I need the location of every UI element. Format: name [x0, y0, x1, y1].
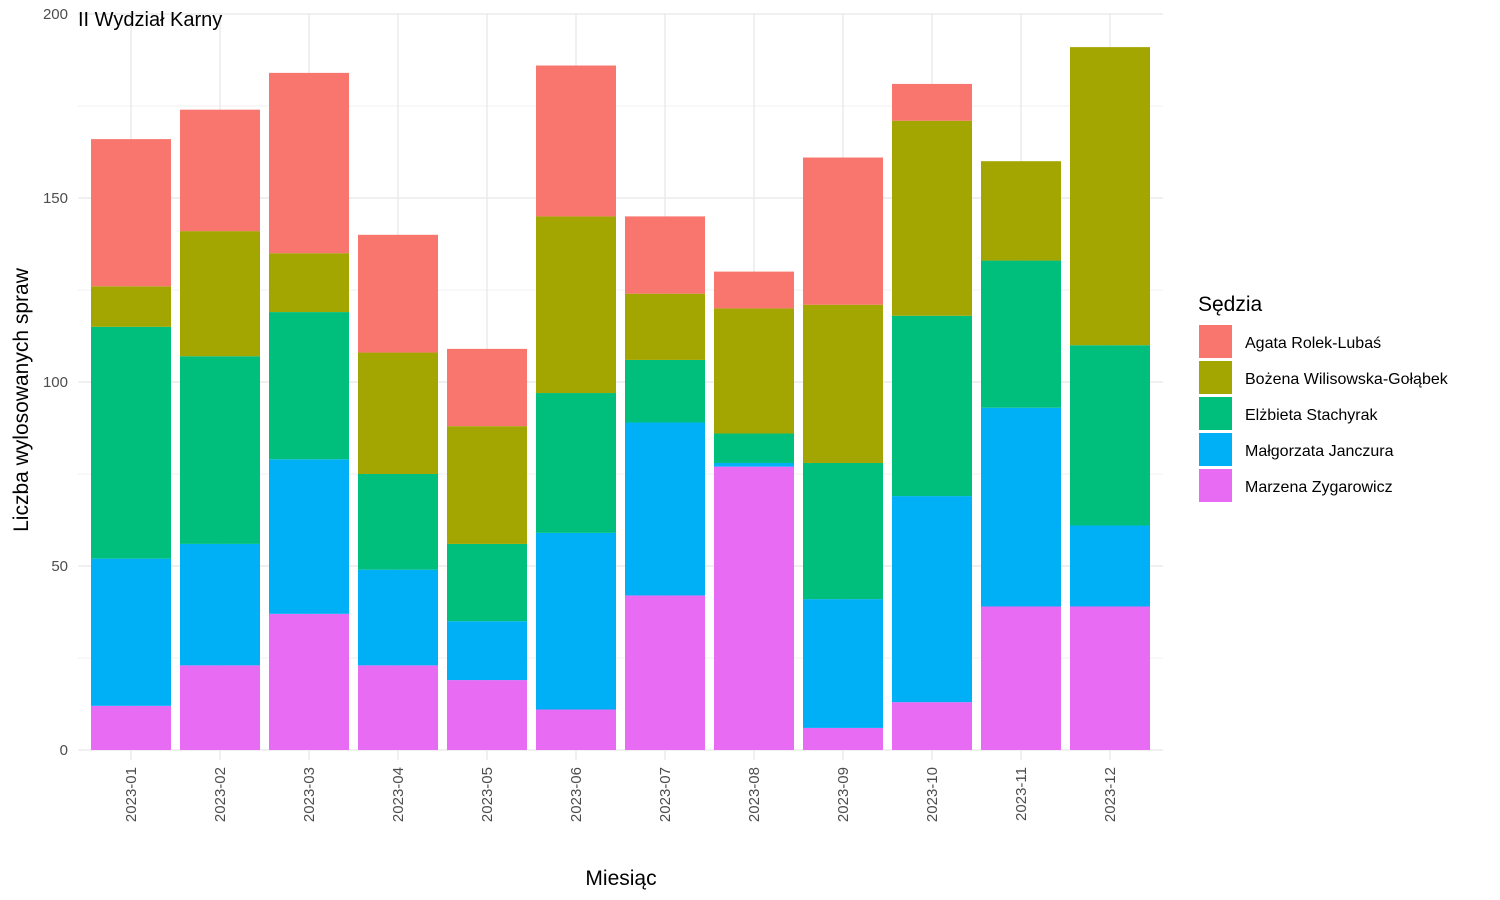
bar-segment — [892, 120, 972, 316]
x-tick-label: 2023-01 — [123, 767, 140, 822]
x-tick-label: 2023-08 — [746, 767, 763, 822]
legend-swatch — [1199, 361, 1232, 394]
bar-segment — [625, 359, 705, 423]
bar-segment — [358, 569, 438, 666]
x-tick-label: 2023-12 — [1102, 767, 1119, 822]
x-tick-label: 2023-11 — [1013, 767, 1030, 821]
bar-segment — [180, 109, 260, 232]
legend-swatch — [1199, 469, 1232, 502]
chart-title: II Wydział Karny — [78, 9, 222, 31]
bar-segment — [892, 83, 972, 121]
legend-label: Agata Rolek-Lubaś — [1245, 335, 1381, 352]
y-tick-label: 200 — [43, 6, 68, 23]
bar-segment — [803, 599, 883, 728]
bar-segment — [447, 621, 527, 681]
bar-segment — [447, 426, 527, 544]
bar-segment — [91, 326, 171, 559]
legend-label: Bożena Wilisowska-Gołąbek — [1245, 371, 1449, 388]
bar-segment — [447, 543, 527, 622]
bar-segment — [358, 665, 438, 750]
x-tick-label: 2023-06 — [568, 767, 585, 822]
y-axis: 0 50 100 150 200 — [43, 6, 68, 759]
bar-segment — [714, 433, 794, 463]
bar-segment — [180, 543, 260, 666]
bar-segment — [91, 286, 171, 327]
bar-segment — [358, 234, 438, 353]
bar-segment — [1070, 47, 1150, 346]
bar-segment — [269, 312, 349, 460]
bar-segment — [180, 231, 260, 357]
bar-segment — [981, 161, 1061, 261]
bar-segment — [714, 271, 794, 309]
bar-segment — [358, 474, 438, 570]
bar-segment — [981, 407, 1061, 607]
y-tick-label: 100 — [43, 374, 68, 391]
y-tick-label: 0 — [60, 742, 68, 759]
bar-segment — [892, 496, 972, 703]
bar-segment — [625, 595, 705, 750]
bar-segment — [1070, 606, 1150, 750]
bar-segment — [625, 422, 705, 596]
x-tick-label: 2023-10 — [924, 767, 941, 822]
bar-segment — [536, 216, 616, 394]
bar-segment — [625, 216, 705, 294]
y-tick-label: 150 — [43, 190, 68, 207]
legend-title: Sędzia — [1198, 293, 1263, 316]
bar-segment — [892, 315, 972, 497]
bar-segment — [803, 157, 883, 305]
bar-segment — [981, 606, 1061, 750]
bar-segment — [714, 462, 794, 467]
bar-segment — [536, 65, 616, 217]
y-tick-label: 50 — [51, 558, 68, 575]
bar-segment — [803, 304, 883, 463]
bar-segment — [91, 139, 171, 287]
bar-segment — [714, 466, 794, 750]
bar-segment — [892, 702, 972, 750]
x-axis: 2023-01 2023-02 2023-03 2023-04 2023-05 2023-… — [123, 767, 1119, 822]
legend-label: Marzena Zygarowicz — [1245, 479, 1393, 496]
bar-segment — [269, 253, 349, 313]
x-tick-label: 2023-02 — [212, 767, 229, 822]
legend: Sędzia Agata Rolek-Lubaś Bożena Wilisowsk… — [1198, 293, 1449, 502]
legend-label: Elżbieta Stachyrak — [1245, 407, 1379, 424]
bar-segment — [447, 348, 527, 427]
bar-segment — [447, 680, 527, 750]
bar-segment — [180, 665, 260, 750]
x-tick-label: 2023-09 — [835, 767, 852, 822]
bar-segment — [269, 613, 349, 750]
bar-segment — [803, 462, 883, 600]
bar-segment — [91, 705, 171, 750]
x-tick-label: 2023-07 — [657, 767, 674, 822]
x-tick-label: 2023-05 — [479, 767, 496, 822]
bar-segment — [269, 459, 349, 614]
x-tick-label: 2023-04 — [390, 767, 407, 822]
y-axis-title: Liczba wylosowanych spraw — [10, 267, 33, 532]
legend-swatch — [1199, 325, 1232, 358]
bar-segment — [536, 532, 616, 710]
bar-segment — [714, 308, 794, 434]
bar-segment — [803, 727, 883, 750]
x-axis-title: Miesiąc — [585, 867, 656, 890]
bar-segment — [269, 72, 349, 254]
bar-segment — [358, 352, 438, 474]
bar-segment — [1070, 345, 1150, 526]
legend-swatch — [1199, 397, 1232, 430]
x-tick-label: 2023-03 — [301, 767, 318, 822]
bar-segment — [1070, 525, 1150, 607]
bar-segment — [180, 356, 260, 544]
bar-segment — [981, 260, 1061, 408]
bar-segment — [625, 293, 705, 360]
legend-label: Małgorzata Janczura — [1245, 443, 1394, 460]
bar-segment — [536, 709, 616, 750]
bar-segment — [536, 393, 616, 533]
legend-swatch — [1199, 433, 1232, 466]
bars-layer — [91, 47, 1150, 750]
bar-segment — [91, 558, 171, 706]
